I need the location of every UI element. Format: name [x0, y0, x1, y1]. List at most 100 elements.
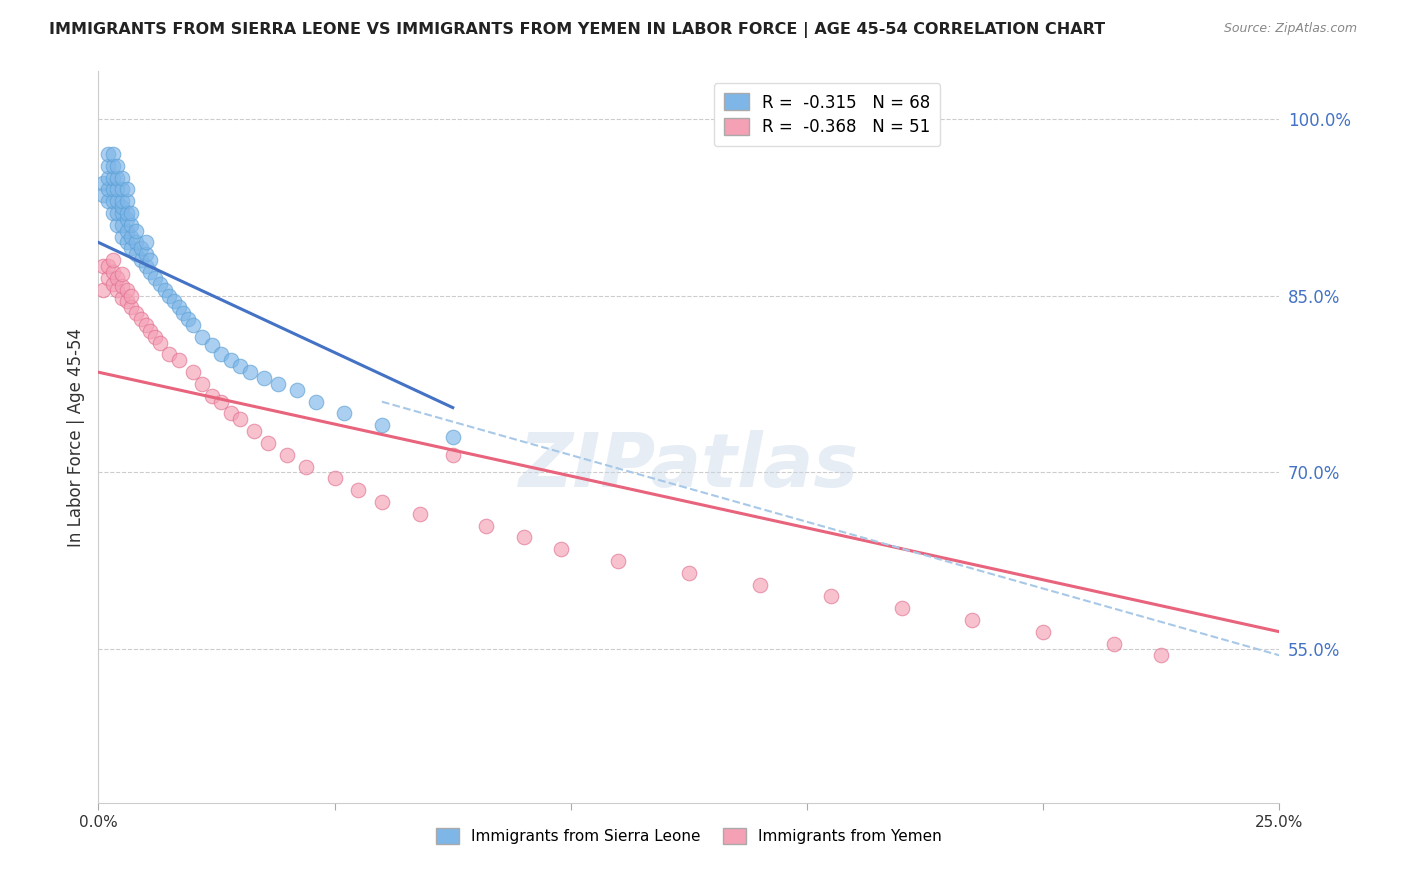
Point [219, 407, 242, 421]
Text: Source: ZipAtlas.com: Source: ZipAtlas.com [1223, 22, 1357, 36]
Point [115, 211, 138, 226]
Point [121, 241, 143, 255]
Point [139, 324, 162, 338]
Point [157, 288, 180, 302]
Point [121, 301, 143, 315]
Point [115, 182, 138, 196]
Point [253, 371, 276, 385]
Point [820, 590, 842, 604]
Point [125, 235, 148, 250]
Point [101, 147, 124, 161]
Point [97, 194, 120, 208]
Point [512, 530, 534, 544]
Point [105, 182, 128, 196]
Y-axis label: In Labor Force | Age 45-54: In Labor Force | Age 45-54 [66, 327, 84, 547]
Point [111, 200, 134, 214]
Point [97, 259, 120, 273]
Point [101, 182, 124, 196]
Point [243, 424, 266, 438]
Point [408, 507, 430, 521]
Point [115, 294, 138, 309]
Point [371, 418, 394, 433]
Point [139, 253, 162, 268]
Text: IMMIGRANTS FROM SIERRA LEONE VS IMMIGRANTS FROM YEMEN IN LABOR FORCE | AGE 45-54: IMMIGRANTS FROM SIERRA LEONE VS IMMIGRAN… [49, 22, 1105, 38]
Legend: Immigrants from Sierra Leone, Immigrants from Yemen: Immigrants from Sierra Leone, Immigrants… [430, 822, 948, 850]
Point [111, 291, 134, 305]
Point [91, 283, 114, 297]
Point [105, 194, 128, 208]
Point [267, 376, 290, 391]
Point [101, 265, 124, 279]
Point [143, 330, 166, 344]
Point [115, 194, 138, 208]
Point [115, 206, 138, 220]
Point [139, 265, 162, 279]
Point [105, 283, 128, 297]
Point [323, 471, 346, 485]
Point [101, 206, 124, 220]
Point [105, 170, 128, 185]
Point [475, 518, 498, 533]
Point [115, 235, 138, 250]
Point [111, 229, 134, 244]
Point [153, 283, 176, 297]
Point [101, 253, 124, 268]
Point [347, 483, 370, 498]
Point [129, 253, 152, 268]
Point [105, 218, 128, 232]
Point [125, 224, 148, 238]
Point [129, 241, 152, 255]
Point [167, 301, 190, 315]
Point [333, 407, 356, 421]
Point [111, 170, 134, 185]
Point [111, 182, 134, 196]
Point [91, 259, 114, 273]
Point [135, 247, 157, 261]
Point [149, 335, 172, 350]
Point [890, 601, 912, 615]
Point [135, 318, 157, 332]
Point [135, 259, 157, 273]
Point [1102, 636, 1125, 650]
Point [91, 188, 114, 202]
Point [115, 224, 138, 238]
Point [121, 288, 143, 302]
Point [111, 218, 134, 232]
Point [1150, 648, 1173, 663]
Point [91, 177, 114, 191]
Point [149, 277, 172, 291]
Point [97, 147, 120, 161]
Point [191, 376, 214, 391]
Point [129, 312, 152, 326]
Point [371, 495, 394, 509]
Point [111, 194, 134, 208]
Point [678, 566, 700, 580]
Point [125, 247, 148, 261]
Point [441, 430, 464, 444]
Point [111, 267, 134, 281]
Text: ZIPatlas: ZIPatlas [519, 430, 859, 503]
Point [105, 270, 128, 285]
Point [748, 577, 770, 591]
Point [163, 294, 186, 309]
Point [111, 279, 134, 293]
Point [607, 554, 630, 568]
Point [1032, 624, 1054, 639]
Point [97, 159, 120, 173]
Point [167, 353, 190, 368]
Point [219, 353, 242, 368]
Point [121, 218, 143, 232]
Point [229, 359, 252, 374]
Point [97, 182, 120, 196]
Point [441, 448, 464, 462]
Point [191, 330, 214, 344]
Point [97, 270, 120, 285]
Point [257, 436, 280, 450]
Point [239, 365, 262, 379]
Point [550, 542, 572, 557]
Point [105, 206, 128, 220]
Point [101, 277, 124, 291]
Point [305, 394, 328, 409]
Point [181, 318, 204, 332]
Point [121, 206, 143, 220]
